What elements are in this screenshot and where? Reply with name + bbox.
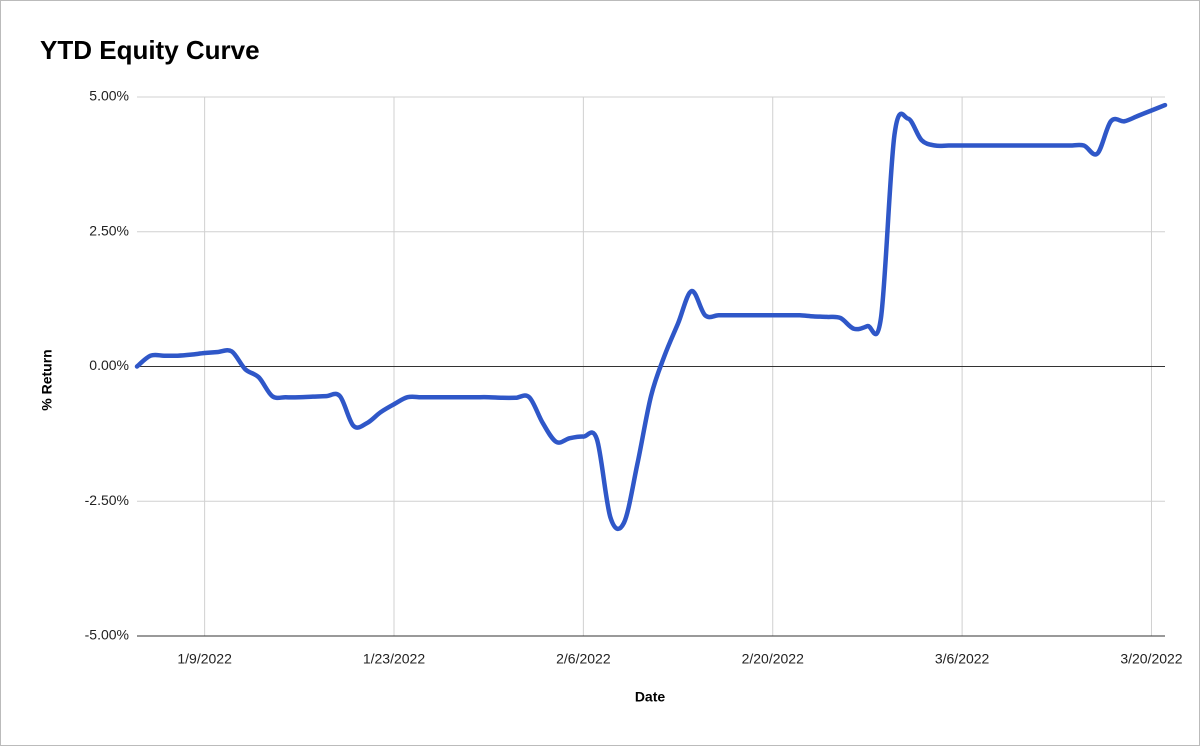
y-tick-label: 5.00% <box>89 88 129 104</box>
y-tick-label: -2.50% <box>85 492 129 508</box>
x-tick-label: 3/6/2022 <box>935 651 990 667</box>
y-tick-label: -5.00% <box>85 627 129 643</box>
x-tick-label: 3/20/2022 <box>1120 651 1182 667</box>
y-tick-label: 0.00% <box>89 357 129 373</box>
x-axis-title: Date <box>635 689 666 705</box>
x-tick-label: 1/9/2022 <box>177 651 232 667</box>
y-axis-title: % Return <box>39 349 55 410</box>
x-tick-label: 2/20/2022 <box>742 651 804 667</box>
x-tick-label: 2/6/2022 <box>556 651 611 667</box>
chart-title: YTD Equity Curve <box>40 35 260 65</box>
y-tick-label: 2.50% <box>89 222 129 238</box>
x-tick-label: 1/23/2022 <box>363 651 425 667</box>
line-series <box>134 102 1168 531</box>
